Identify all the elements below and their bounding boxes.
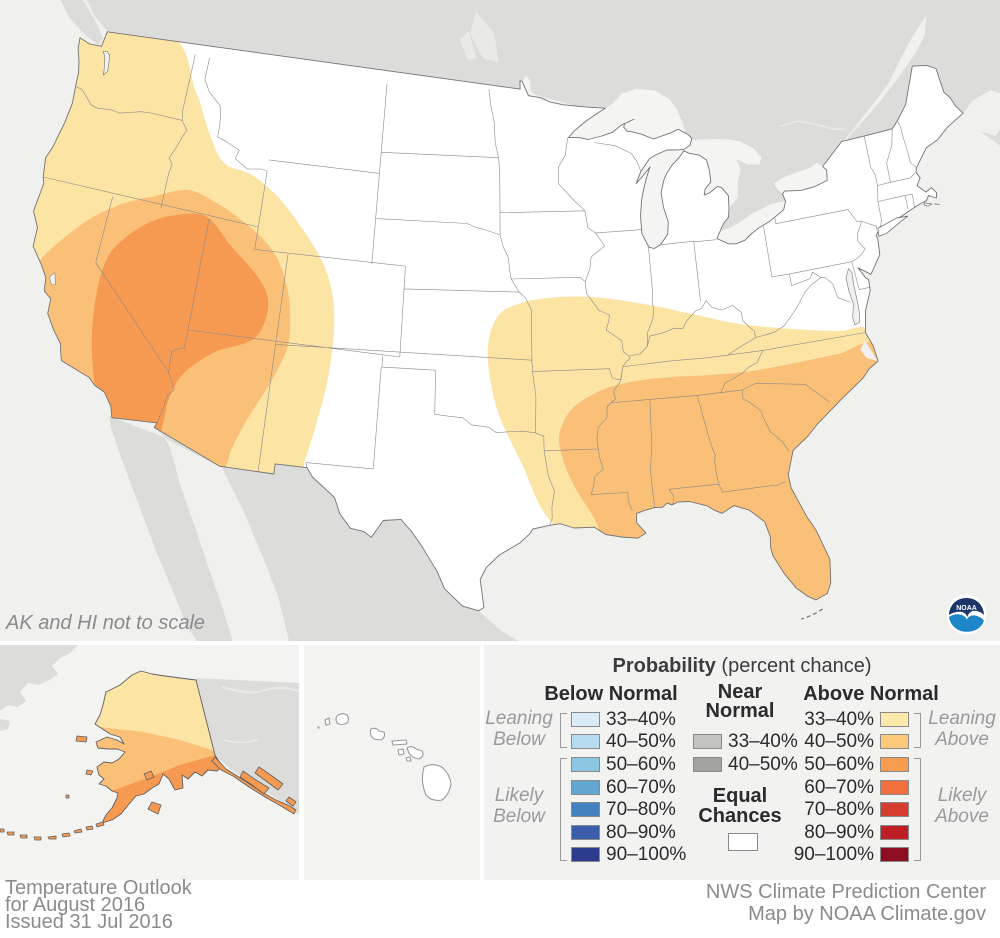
svg-text:NOAA: NOAA	[956, 605, 977, 612]
